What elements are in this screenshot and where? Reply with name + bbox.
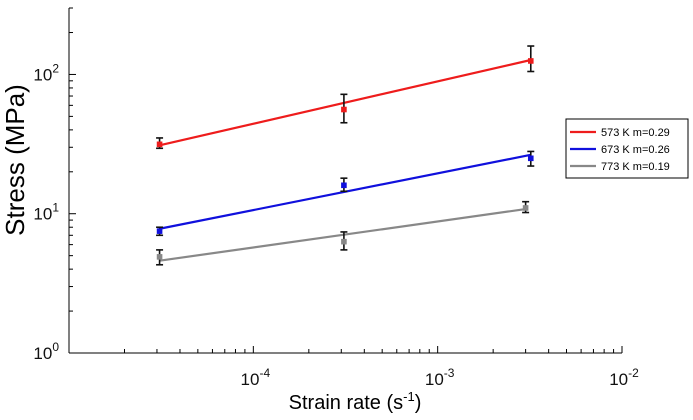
legend-box bbox=[565, 118, 689, 179]
series-0 bbox=[156, 45, 535, 150]
series-1 bbox=[156, 150, 535, 237]
y-tick-label: 100 bbox=[33, 340, 59, 363]
x-tick-label: 10-2 bbox=[609, 366, 639, 389]
data-point bbox=[527, 155, 534, 162]
x-tick-label: 10-4 bbox=[241, 366, 271, 389]
y-tick-label: 101 bbox=[33, 201, 59, 224]
data-point bbox=[341, 106, 347, 113]
data-point bbox=[341, 182, 347, 189]
y-tick-label: 102 bbox=[33, 61, 59, 84]
x-axis-title: Strain rate (s-1) bbox=[289, 389, 422, 414]
data-point bbox=[341, 238, 347, 245]
fit-line bbox=[159, 58, 532, 147]
axes bbox=[68, 7, 623, 354]
x-tick-label: 10-3 bbox=[425, 366, 455, 389]
series-layer bbox=[156, 45, 535, 266]
fit-line bbox=[159, 207, 526, 262]
data-point bbox=[527, 58, 534, 64]
series-2 bbox=[156, 200, 530, 266]
axis-labels: 10-4 10-3 10-2 100 101 102 Strain rate (s-1) St… bbox=[0, 61, 639, 414]
legend: 573 K m=0.29 673 K m=0.26 773 K m=0.19 bbox=[565, 118, 689, 179]
legend-label: 673 K m=0.26 bbox=[601, 144, 670, 156]
data-point bbox=[156, 141, 163, 148]
legend-label: 573 K m=0.29 bbox=[601, 127, 670, 139]
data-point bbox=[522, 205, 529, 211]
y-axis-title: Stress (MPa) bbox=[0, 84, 30, 236]
legend-label: 773 K m=0.19 bbox=[601, 161, 670, 173]
data-point bbox=[156, 228, 163, 234]
data-point bbox=[156, 254, 163, 260]
